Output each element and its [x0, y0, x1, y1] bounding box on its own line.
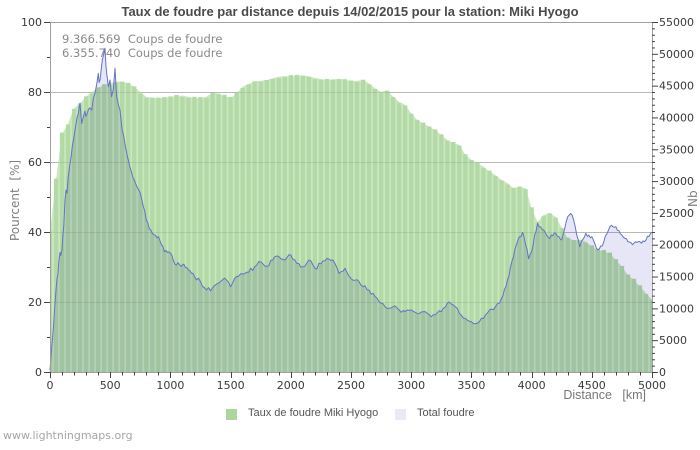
- svg-text:1000: 1000: [156, 379, 184, 392]
- svg-text:500: 500: [100, 379, 121, 392]
- legend-label-total: Total foudre: [417, 407, 475, 419]
- svg-text:1500: 1500: [217, 379, 245, 392]
- svg-text:25000: 25000: [659, 207, 694, 220]
- svg-text:3500: 3500: [457, 379, 485, 392]
- annotation-total-strikes-1: 9.366.569 Coups de foudre: [62, 32, 223, 46]
- svg-text:30000: 30000: [659, 175, 694, 188]
- svg-text:10000: 10000: [659, 302, 694, 315]
- svg-text:0: 0: [47, 379, 54, 392]
- axes: 0204060801000500010000150002000025000300…: [21, 16, 694, 392]
- svg-text:20: 20: [28, 296, 42, 309]
- series-total-foudre: [49, 47, 653, 373]
- legend-swatch-green: [226, 409, 237, 420]
- svg-text:60: 60: [28, 156, 42, 169]
- svg-text:4500: 4500: [578, 379, 606, 392]
- svg-text:80: 80: [28, 86, 42, 99]
- svg-text:45000: 45000: [659, 80, 694, 93]
- y-axis-left-title: Pourcent [%]: [8, 159, 22, 241]
- watermark: www.lightningmaps.org: [3, 429, 133, 442]
- svg-text:55000: 55000: [659, 16, 694, 29]
- svg-text:5000: 5000: [638, 379, 666, 392]
- svg-text:0: 0: [659, 366, 666, 379]
- x-axis-title: Distance [km]: [563, 388, 646, 402]
- svg-text:5000: 5000: [659, 334, 687, 347]
- svg-text:4000: 4000: [518, 379, 546, 392]
- svg-text:3000: 3000: [397, 379, 425, 392]
- svg-text:35000: 35000: [659, 143, 694, 156]
- svg-text:2500: 2500: [337, 379, 365, 392]
- y-axis-right-title: Nb: [686, 190, 700, 207]
- svg-text:0: 0: [35, 366, 42, 379]
- svg-text:2000: 2000: [277, 379, 305, 392]
- svg-text:50000: 50000: [659, 48, 694, 61]
- svg-text:15000: 15000: [659, 271, 694, 284]
- legend-swatch-lavender: [395, 409, 406, 420]
- chart-title: Taux de foudre par distance depuis 14/02…: [121, 4, 579, 19]
- svg-text:40000: 40000: [659, 111, 694, 124]
- svg-text:100: 100: [21, 16, 42, 29]
- svg-text:20000: 20000: [659, 239, 694, 252]
- legend-label-taux: Taux de foudre Miki Hyogo: [248, 407, 379, 419]
- svg-text:40: 40: [28, 226, 42, 239]
- annotation-total-strikes-2: 6.355.740 Coups de foudre: [62, 46, 223, 60]
